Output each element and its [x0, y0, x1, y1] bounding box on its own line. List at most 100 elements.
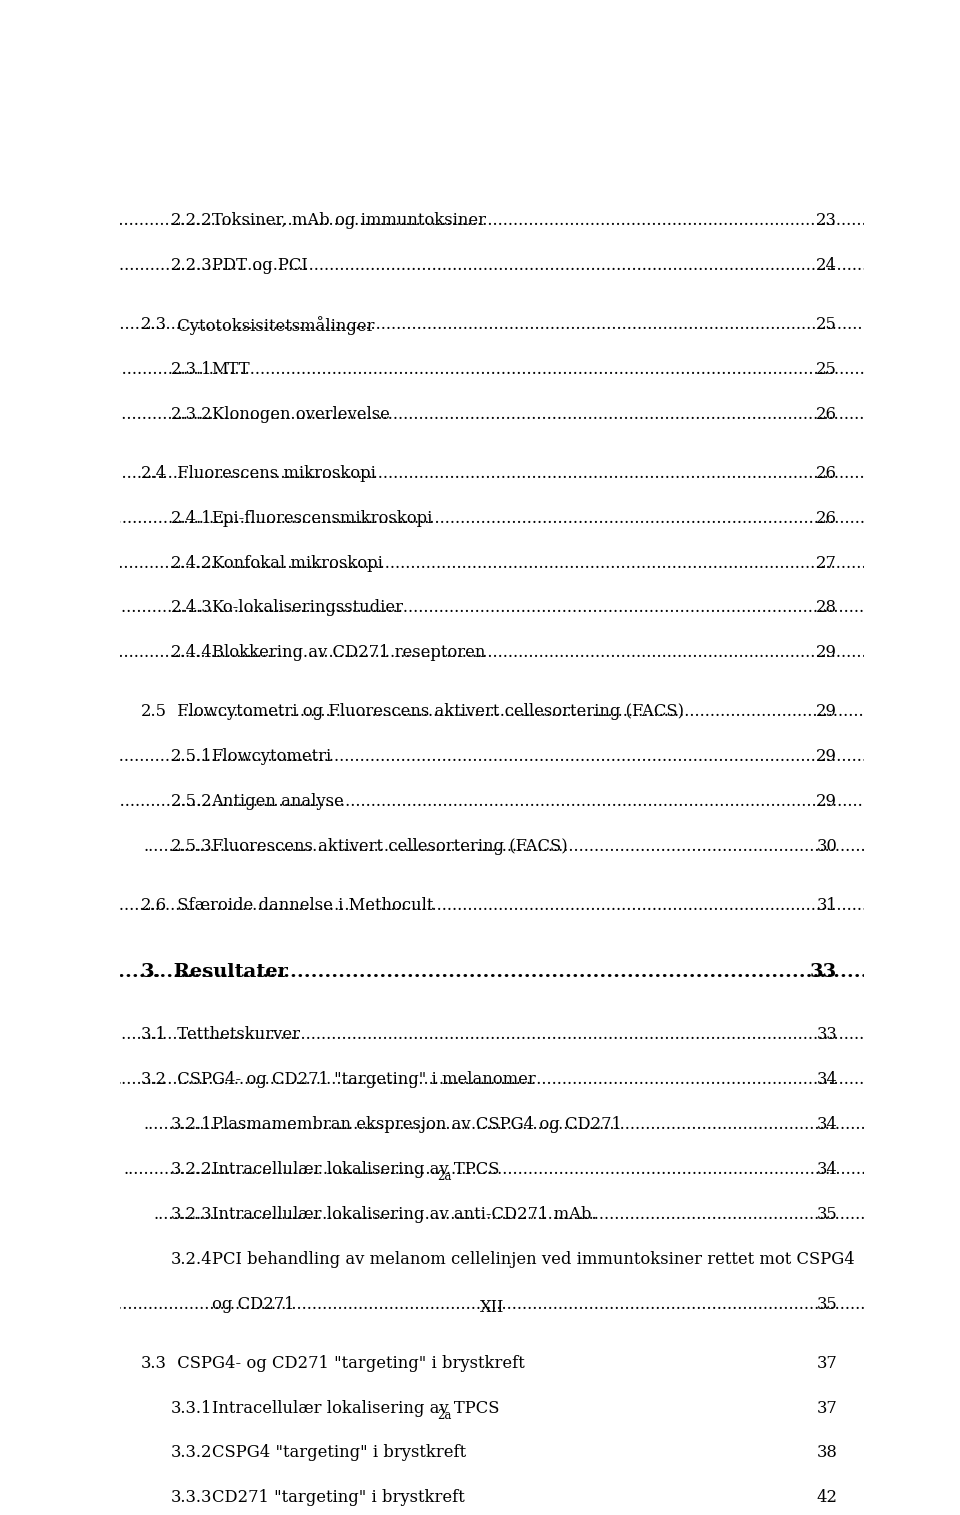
Text: 25: 25 — [816, 361, 837, 377]
Text: 31: 31 — [816, 897, 837, 914]
Text: 2.4.1: 2.4.1 — [171, 509, 212, 527]
Text: ................................................................................: ........................................… — [182, 703, 960, 720]
Text: 3.2.1: 3.2.1 — [171, 1117, 212, 1133]
Text: 3.: 3. — [141, 964, 161, 980]
Text: ................................................................................: ........................................… — [104, 212, 960, 229]
Text: 26: 26 — [816, 509, 837, 527]
Text: 2.6: 2.6 — [141, 897, 167, 914]
Text: 28: 28 — [816, 600, 837, 617]
Text: 2.5.3: 2.5.3 — [171, 838, 212, 854]
Text: Klonogen overlevelse: Klonogen overlevelse — [211, 406, 390, 423]
Text: 37: 37 — [816, 1400, 837, 1417]
Text: Sfæroide dannelse i Methocult: Sfæroide dannelse i Methocult — [172, 897, 434, 914]
Text: ................................................................................: ........................................… — [104, 1489, 960, 1506]
Text: 29: 29 — [816, 644, 837, 662]
Text: 29: 29 — [816, 748, 837, 765]
Text: Cytotoksisitetsmålinger: Cytotoksisitetsmålinger — [172, 317, 374, 335]
Text: ................................................................................: ........................................… — [14, 361, 960, 377]
Text: 2.4.3: 2.4.3 — [171, 600, 212, 617]
Text: Fluorescens mikroskopi: Fluorescens mikroskopi — [172, 465, 376, 482]
Text: ................................................................................: ........................................… — [84, 897, 960, 914]
Text: 26: 26 — [816, 406, 837, 423]
Text: ................................................................................: ........................................… — [60, 465, 960, 482]
Text: 35: 35 — [816, 1206, 837, 1223]
Text: ................................................................................: ........................................… — [37, 258, 960, 274]
Text: 2.3.2: 2.3.2 — [171, 406, 212, 423]
Text: Toksiner, mAb og immuntoksiner: Toksiner, mAb og immuntoksiner — [211, 212, 486, 229]
Text: ................................................................................: ........................................… — [0, 964, 960, 980]
Text: Blokkering av CD271 reseptoren: Blokkering av CD271 reseptoren — [211, 644, 485, 662]
Text: 3.3.1: 3.3.1 — [171, 1400, 212, 1417]
Text: 2.4: 2.4 — [141, 465, 167, 482]
Text: ................................................................................: ........................................… — [124, 1400, 960, 1417]
Text: ................................................................................: ........................................… — [104, 644, 960, 662]
Text: 24: 24 — [816, 258, 837, 274]
Text: 2.3.1: 2.3.1 — [171, 361, 212, 377]
Text: 33: 33 — [816, 1026, 837, 1044]
Text: 2.5: 2.5 — [141, 703, 167, 720]
Text: Antigen analyse: Antigen analyse — [211, 792, 345, 811]
Text: 33: 33 — [810, 964, 837, 980]
Text: 2.3: 2.3 — [141, 317, 167, 333]
Text: ................................................................................: ........................................… — [124, 1160, 960, 1179]
Text: PCI behandling av melanom cellelinjen ved immuntoksiner rettet mot CSPG4: PCI behandling av melanom cellelinjen ve… — [211, 1251, 854, 1268]
Text: Konfokal mikroskopi: Konfokal mikroskopi — [211, 554, 382, 571]
Text: Fluorescens aktivert cellesortering (FACS): Fluorescens aktivert cellesortering (FAC… — [211, 838, 567, 854]
Text: PDT og PCI: PDT og PCI — [211, 258, 307, 274]
Text: 2.5.2: 2.5.2 — [171, 792, 212, 811]
Text: ................................................................................: ........................................… — [120, 1354, 960, 1371]
Text: 34: 34 — [816, 1117, 837, 1133]
Text: 3.3.2: 3.3.2 — [171, 1444, 212, 1462]
Text: Epi-fluorescensmikroskopi: Epi-fluorescensmikroskopi — [211, 509, 433, 527]
Text: 3.3.3: 3.3.3 — [171, 1489, 212, 1506]
Text: 2a: 2a — [437, 1170, 451, 1183]
Text: 29: 29 — [816, 792, 837, 811]
Text: 26: 26 — [816, 465, 837, 482]
Text: CSPG4- og CD271 "targeting" i melanomer: CSPG4- og CD271 "targeting" i melanomer — [172, 1071, 536, 1088]
Text: ................................................................................: ........................................… — [117, 1071, 960, 1088]
Text: ................................................................................: ........................................… — [70, 406, 960, 423]
Text: ................................................................................: ........................................… — [81, 600, 960, 617]
Text: 42: 42 — [816, 1489, 837, 1506]
Text: 30: 30 — [816, 838, 837, 854]
Text: CSPG4- og CD271 "targeting" i brystkreft: CSPG4- og CD271 "targeting" i brystkreft — [172, 1354, 525, 1371]
Text: ................................................................................: ........................................… — [67, 554, 960, 571]
Text: Tetthetskurver: Tetthetskurver — [172, 1026, 300, 1044]
Text: 3.3: 3.3 — [141, 1354, 167, 1371]
Text: Plasmamembran ekspresjon av CSPG4 og CD271: Plasmamembran ekspresjon av CSPG4 og CD2… — [211, 1117, 621, 1133]
Text: XII: XII — [480, 1298, 504, 1315]
Text: 2.4.2: 2.4.2 — [171, 554, 212, 571]
Text: ................................................................................: ........................................… — [143, 1117, 960, 1133]
Text: 25: 25 — [816, 317, 837, 333]
Text: ................................................................................: ........................................… — [30, 1295, 960, 1312]
Text: 2a: 2a — [437, 1409, 451, 1423]
Text: 2.2.2: 2.2.2 — [171, 212, 212, 229]
Text: og CD271: og CD271 — [211, 1295, 294, 1312]
Text: ................................................................................: ........................................… — [47, 748, 960, 765]
Text: ................................................................................: ........................................… — [35, 1026, 960, 1044]
Text: MTT: MTT — [211, 361, 251, 377]
Text: ................................................................................: ........................................… — [64, 317, 960, 333]
Text: Ko-lokaliseringsstudier: Ko-lokaliseringsstudier — [211, 600, 403, 617]
Text: 34: 34 — [816, 1160, 837, 1179]
Text: 2.5.1: 2.5.1 — [171, 748, 212, 765]
Text: 3.1: 3.1 — [141, 1026, 167, 1044]
Text: CD271 "targeting" i brystkreft: CD271 "targeting" i brystkreft — [211, 1489, 465, 1506]
Text: 3.2.2: 3.2.2 — [171, 1160, 212, 1179]
Text: 3.2: 3.2 — [141, 1071, 167, 1088]
Text: 27: 27 — [816, 554, 837, 571]
Text: Flowcytometri og Fluorescens aktivert cellesortering (FACS): Flowcytometri og Fluorescens aktivert ce… — [172, 703, 684, 720]
Text: Resultater: Resultater — [167, 964, 288, 980]
Text: 35: 35 — [816, 1295, 837, 1312]
Text: 38: 38 — [816, 1444, 837, 1462]
Text: 3.2.4: 3.2.4 — [171, 1251, 212, 1268]
Text: 34: 34 — [816, 1071, 837, 1088]
Text: 37: 37 — [816, 1354, 837, 1371]
Text: Intracellulær lokalisering av TPCS: Intracellulær lokalisering av TPCS — [211, 1400, 499, 1417]
Text: ................................................................................: ........................................… — [104, 1444, 960, 1462]
Text: 2.2.3: 2.2.3 — [171, 258, 212, 274]
Text: 2.4.4: 2.4.4 — [171, 644, 212, 662]
Text: Intracellulær lokalisering av anti-CD271 mAb.: Intracellulær lokalisering av anti-CD271… — [211, 1206, 596, 1223]
Text: 29: 29 — [816, 703, 837, 720]
Text: Intracellulær lokalisering av TPCS: Intracellulær lokalisering av TPCS — [211, 1160, 499, 1179]
